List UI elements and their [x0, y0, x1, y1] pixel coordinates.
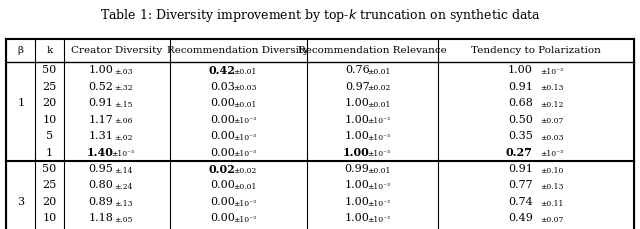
Text: ±.32: ±.32: [114, 84, 132, 92]
Text: ±10⁻³: ±10⁻³: [233, 216, 257, 224]
Text: 0.80: 0.80: [89, 180, 114, 191]
Text: 0.00: 0.00: [211, 197, 236, 207]
Text: 1.00: 1.00: [89, 65, 114, 75]
Text: 0.95: 0.95: [89, 164, 114, 174]
Text: ±10⁻³: ±10⁻³: [367, 216, 391, 224]
Text: 0.35: 0.35: [508, 131, 532, 141]
Text: 5: 5: [46, 131, 53, 141]
Text: ±.06: ±.06: [114, 117, 132, 125]
Text: ±.05: ±.05: [114, 216, 132, 224]
Text: ±0.01: ±0.01: [367, 167, 391, 174]
Text: 1.17: 1.17: [89, 114, 114, 125]
Text: ±0.07: ±0.07: [540, 117, 564, 125]
Text: ±10⁻³: ±10⁻³: [111, 150, 135, 158]
Text: ±0.01: ±0.01: [233, 101, 257, 109]
Text: ±10⁻³: ±10⁻³: [233, 150, 257, 158]
Text: 0.02: 0.02: [209, 164, 236, 174]
Text: ±.15: ±.15: [114, 101, 132, 109]
Text: ±0.13: ±0.13: [540, 84, 564, 92]
Text: 1.00: 1.00: [343, 147, 370, 158]
Text: ±0.12: ±0.12: [540, 101, 564, 109]
Text: ±0.11: ±0.11: [540, 200, 564, 207]
Text: 50: 50: [42, 65, 57, 75]
Text: 0.77: 0.77: [508, 180, 532, 191]
Text: ±10⁻³: ±10⁻³: [233, 117, 257, 125]
Text: ±0.02: ±0.02: [233, 167, 257, 174]
Text: 1.00: 1.00: [345, 213, 370, 224]
Text: ±10⁻³: ±10⁻³: [367, 150, 391, 158]
Text: 0.76: 0.76: [345, 65, 370, 75]
Text: 20: 20: [42, 98, 57, 108]
Text: ±0.07: ±0.07: [540, 216, 564, 224]
Text: 1.00: 1.00: [508, 65, 532, 75]
Text: 0.97: 0.97: [345, 82, 370, 92]
Text: 25: 25: [42, 82, 57, 92]
Text: ±0.01: ±0.01: [233, 183, 257, 191]
Text: 0.42: 0.42: [209, 65, 236, 76]
Text: ±10⁻³: ±10⁻³: [233, 134, 257, 142]
Text: ±.24: ±.24: [114, 183, 132, 191]
Text: β: β: [18, 46, 24, 55]
Text: ±0.03: ±0.03: [233, 84, 257, 92]
Text: 1.18: 1.18: [89, 213, 114, 224]
Text: 0.91: 0.91: [89, 98, 114, 108]
Text: 0.27: 0.27: [506, 147, 532, 158]
Text: 0.89: 0.89: [89, 197, 114, 207]
Text: ±0.01: ±0.01: [233, 68, 257, 76]
Text: ±0.13: ±0.13: [540, 183, 564, 191]
Text: 1.00: 1.00: [345, 180, 370, 191]
Text: 3: 3: [17, 197, 24, 207]
Text: 0.50: 0.50: [508, 114, 532, 125]
Text: Recommendation Diversity: Recommendation Diversity: [168, 46, 309, 55]
Text: 1: 1: [17, 98, 24, 108]
Text: ±0.01: ±0.01: [367, 68, 391, 76]
Text: ±10⁻³: ±10⁻³: [367, 134, 391, 142]
Text: ±.13: ±.13: [114, 200, 132, 207]
Text: 0.00: 0.00: [211, 180, 236, 191]
Text: ±0.01: ±0.01: [367, 101, 391, 109]
Text: ±0.10: ±0.10: [540, 167, 564, 174]
Text: ±10⁻³: ±10⁻³: [367, 183, 391, 191]
Text: ±10⁻³: ±10⁻³: [540, 68, 564, 76]
Text: 0.00: 0.00: [211, 98, 236, 108]
Text: 0.00: 0.00: [211, 114, 236, 125]
Text: 1.40: 1.40: [87, 147, 114, 158]
Text: 10: 10: [42, 114, 57, 125]
Text: ±10⁻³: ±10⁻³: [367, 200, 391, 207]
Text: 0.74: 0.74: [508, 197, 532, 207]
Text: 1.00: 1.00: [345, 197, 370, 207]
Text: 0.68: 0.68: [508, 98, 532, 108]
Text: 0.00: 0.00: [211, 147, 236, 158]
Text: 1.00: 1.00: [345, 98, 370, 108]
Text: 0.00: 0.00: [211, 131, 236, 141]
Text: 0.99: 0.99: [345, 164, 370, 174]
Text: 10: 10: [42, 213, 57, 224]
Text: ±0.03: ±0.03: [540, 134, 564, 142]
Text: ±10⁻³: ±10⁻³: [367, 117, 391, 125]
Text: 0.91: 0.91: [508, 82, 532, 92]
Text: Recommendation Relevance: Recommendation Relevance: [298, 46, 447, 55]
Text: 0.00: 0.00: [211, 213, 236, 224]
Text: 1.31: 1.31: [89, 131, 114, 141]
Text: Creator Diversity: Creator Diversity: [71, 46, 163, 55]
Text: k: k: [47, 46, 52, 55]
Text: 0.52: 0.52: [89, 82, 114, 92]
Text: Tendency to Polarization: Tendency to Polarization: [471, 46, 601, 55]
Text: 1.00: 1.00: [345, 131, 370, 141]
Text: ±10⁻³: ±10⁻³: [233, 200, 257, 207]
Text: Table 1: Diversity improvement by top-$k$ truncation on synthetic data: Table 1: Diversity improvement by top-$k…: [100, 7, 540, 24]
Text: ±.14: ±.14: [114, 167, 132, 174]
Text: 1: 1: [46, 147, 53, 158]
Text: ±10⁻³: ±10⁻³: [540, 150, 564, 158]
Text: 0.91: 0.91: [508, 164, 532, 174]
Text: 50: 50: [42, 164, 57, 174]
Text: ±.03: ±.03: [114, 68, 132, 76]
Text: 20: 20: [42, 197, 57, 207]
Text: 1.00: 1.00: [345, 114, 370, 125]
Text: ±.02: ±.02: [114, 134, 132, 142]
Text: ±0.02: ±0.02: [367, 84, 391, 92]
Text: 25: 25: [42, 180, 57, 191]
Text: 0.49: 0.49: [508, 213, 532, 224]
Text: 0.03: 0.03: [211, 82, 236, 92]
